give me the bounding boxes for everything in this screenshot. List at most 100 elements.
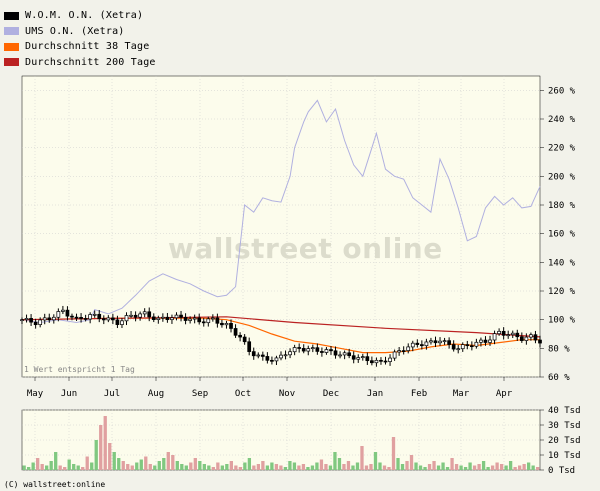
candle — [342, 350, 347, 360]
volume-bar — [112, 452, 116, 470]
volume-bar — [292, 462, 297, 470]
candle — [279, 351, 283, 361]
candle — [251, 347, 256, 360]
watermark: wallstreet online — [168, 232, 443, 265]
candle — [306, 345, 311, 356]
volume-bar — [85, 456, 89, 470]
volume-bar — [153, 465, 157, 470]
x-tick-label: Jul — [104, 389, 120, 399]
volume-bar — [315, 462, 319, 470]
candle — [138, 311, 142, 321]
candle — [192, 314, 197, 324]
candle — [170, 314, 174, 324]
candle — [188, 316, 192, 324]
volume-bar — [508, 461, 513, 470]
x-tick-label: Feb — [411, 389, 427, 399]
volume-bar — [396, 458, 400, 470]
price-x-axis: May Jun Jul Aug Sep Oct Nov Dec Jan Feb Mar Apr — [27, 377, 513, 399]
volume-bar — [490, 465, 495, 470]
candle — [442, 337, 447, 345]
volume-tick-label: 40 Tsd — [548, 406, 581, 416]
candle — [429, 337, 433, 345]
volume-tick-label: 10 Tsd — [548, 451, 581, 461]
volume-bar — [319, 459, 324, 470]
candle — [133, 311, 138, 322]
y-tick-label: 60 % — [548, 373, 570, 383]
sampling-note: 1 Wert entspricht 1 Tag — [24, 365, 135, 374]
legend-label-ums: UMS O.N. (Xetra) — [25, 25, 125, 37]
candle — [410, 340, 415, 352]
candle — [92, 310, 97, 318]
volume-bar — [207, 465, 211, 470]
candle — [338, 351, 342, 359]
volume-bar — [324, 464, 328, 470]
volume-bar — [193, 458, 197, 470]
candle — [288, 348, 292, 359]
volume-bar — [378, 462, 382, 470]
candle — [97, 310, 102, 323]
candle — [533, 330, 538, 344]
volume-bar — [117, 458, 121, 470]
volume-bar — [351, 465, 355, 470]
volume-bar — [126, 464, 130, 470]
x-tick-label: Aug — [148, 389, 164, 399]
candle — [151, 313, 156, 323]
candle — [401, 346, 406, 355]
candle — [179, 310, 183, 322]
candle — [365, 352, 370, 365]
volume-bar — [162, 458, 166, 470]
volume-bar — [99, 425, 103, 470]
volume-bar — [432, 461, 436, 470]
x-tick-label: Dec — [323, 389, 339, 399]
legend-label-wom: W.O.M. O.N. (Xetra) — [25, 10, 144, 22]
y-tick-label: 80 % — [548, 344, 570, 354]
candle — [70, 313, 74, 321]
candle — [161, 313, 165, 322]
candle — [120, 317, 124, 329]
volume-bar — [31, 462, 35, 470]
candle — [88, 312, 93, 324]
legend-swatch-wom — [4, 11, 19, 20]
volume-bar — [337, 458, 342, 470]
candle — [424, 338, 429, 350]
x-tick-label: Mar — [453, 389, 470, 399]
candle — [501, 327, 506, 340]
volume-bar — [45, 465, 49, 470]
y-tick-label: 180 % — [548, 201, 576, 211]
volume-bar — [423, 467, 427, 470]
volume-bar — [27, 467, 31, 470]
candle — [292, 344, 297, 356]
volume-bar — [234, 465, 238, 470]
volume-bar — [130, 465, 134, 470]
candle — [210, 314, 215, 322]
candle — [297, 343, 302, 353]
volume-bar — [40, 464, 44, 470]
series-line-2 — [21, 317, 540, 354]
candle — [497, 328, 501, 336]
candle — [229, 319, 233, 333]
volume-bar — [175, 461, 179, 470]
volume-bar — [499, 464, 504, 470]
candle — [33, 318, 38, 329]
candle — [242, 334, 247, 345]
volume-bar — [216, 462, 220, 470]
volume-bar — [495, 462, 499, 470]
candle — [347, 348, 352, 359]
candle — [492, 330, 497, 345]
legend-label-ma38: Durchschnitt 38 Tage — [25, 41, 150, 53]
candle — [506, 330, 511, 339]
candle — [238, 332, 242, 342]
volume-bar — [441, 462, 445, 470]
candle — [74, 313, 79, 322]
candle — [215, 313, 220, 328]
volume-bar — [63, 467, 67, 470]
volume-bar — [288, 461, 292, 470]
candle — [115, 315, 120, 329]
volume-bar — [400, 464, 405, 470]
volume-bar — [166, 452, 170, 470]
candle — [483, 336, 488, 346]
candle — [165, 312, 170, 323]
volume-bar — [297, 465, 301, 470]
candle — [324, 347, 329, 355]
legend-item-ums: UMS O.N. (Xetra) — [4, 24, 156, 40]
